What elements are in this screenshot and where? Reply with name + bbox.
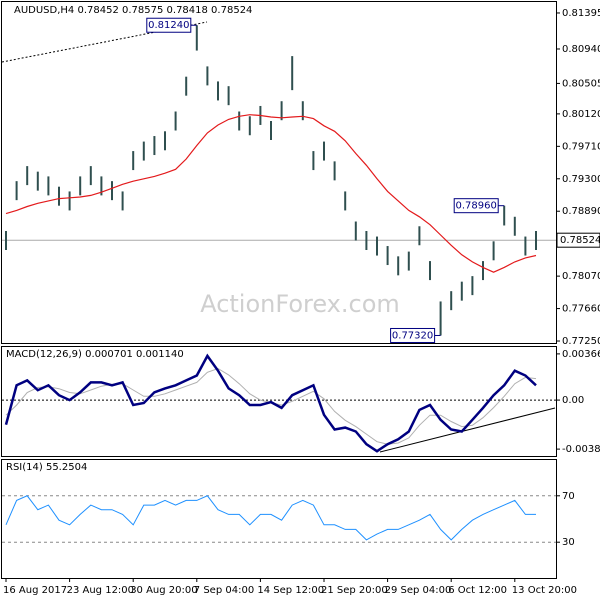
x-tick-label: 23 Aug 12:00 bbox=[67, 585, 134, 596]
last-price-label: 0.78524 bbox=[560, 235, 600, 246]
moving-average bbox=[5, 114, 537, 273]
macd-frame bbox=[1, 346, 557, 457]
x-tick-label: 7 Sep 04:00 bbox=[194, 585, 254, 596]
macd-trend-line bbox=[379, 407, 556, 453]
y-tick-label: 0.80940 bbox=[562, 44, 600, 55]
y-tick-label: 0.79710 bbox=[562, 141, 600, 152]
y-tick-label: 0.78890 bbox=[562, 206, 600, 217]
x-tick-label: 14 Sep 12:00 bbox=[257, 585, 324, 596]
annotation-label: 0.78960 bbox=[456, 201, 497, 212]
trend-line bbox=[1, 21, 208, 63]
y-tick-label: 0.79300 bbox=[562, 174, 600, 185]
y-tick-label: 0.80505 bbox=[562, 78, 600, 89]
y-tick-label: 70 bbox=[562, 491, 575, 502]
x-tick-label: 13 Oct 20:00 bbox=[512, 585, 577, 596]
annotation-box bbox=[390, 327, 436, 343]
rsi-line bbox=[5, 495, 536, 541]
x-tick-label: 16 Aug 2017 bbox=[3, 585, 67, 596]
price-title: AUDUSD,H4 0.78452 0.78575 0.78418 0.7852… bbox=[14, 5, 252, 16]
y-tick-label: 0.81395 bbox=[562, 8, 600, 19]
y-tick-label: 0.77250 bbox=[562, 336, 600, 347]
y-tick-label: -0.003887 bbox=[562, 444, 600, 455]
x-tick-label: 6 Oct 12:00 bbox=[448, 585, 507, 596]
last-price-box bbox=[556, 232, 600, 248]
x-tick-label: 30 Aug 20:00 bbox=[130, 585, 197, 596]
y-tick-label: 30 bbox=[562, 537, 575, 548]
y-tick-label: 0.78070 bbox=[562, 271, 600, 282]
macd-line bbox=[4, 353, 537, 453]
annotation-label: 0.81240 bbox=[148, 20, 189, 31]
x-tick-label: 29 Sep 04:00 bbox=[385, 585, 452, 596]
x-tick-label: 21 Sep 20:00 bbox=[321, 585, 388, 596]
annotation-box bbox=[453, 198, 499, 214]
y-tick-label: 0.00 bbox=[562, 395, 584, 406]
watermark: ActionForex.com bbox=[200, 290, 400, 318]
y-tick-label: 0.77660 bbox=[562, 304, 600, 315]
rsi-frame bbox=[1, 459, 557, 579]
y-tick-label: 0.80120 bbox=[562, 109, 600, 120]
annotation-box bbox=[146, 17, 192, 33]
price-frame bbox=[1, 1, 557, 344]
y-tick-label: 0.003662 bbox=[562, 349, 600, 360]
annotation-label: 0.77320 bbox=[392, 330, 433, 341]
rsi-title: RSI(14) 55.2504 bbox=[6, 462, 87, 473]
macd-title: MACD(12,26,9) 0.000701 0.001140 bbox=[6, 349, 184, 360]
